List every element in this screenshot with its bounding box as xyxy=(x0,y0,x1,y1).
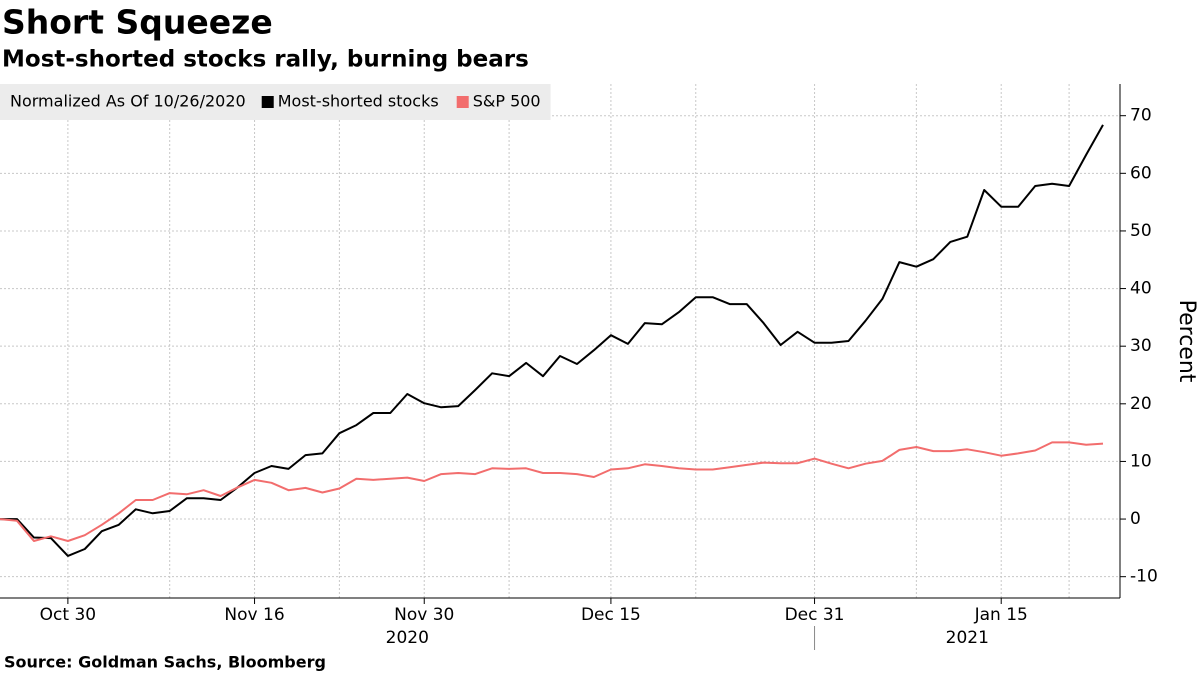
legend: Normalized As Of 10/26/2020 Most-shorted … xyxy=(0,84,551,120)
legend-label: S&P 500 xyxy=(473,92,541,111)
y-tick-label: 10 xyxy=(1130,451,1152,471)
y-tick-label: 20 xyxy=(1130,394,1152,414)
y-tick-label: 0 xyxy=(1130,509,1141,529)
legend-swatch xyxy=(261,96,274,108)
legend-swatch xyxy=(456,96,469,108)
series-line xyxy=(0,124,1104,557)
y-tick-label: 70 xyxy=(1130,106,1152,126)
source-note: Source: Goldman Sachs, Bloomberg xyxy=(4,653,326,672)
chart-title: Short Squeeze xyxy=(2,3,273,42)
year-label: 2021 xyxy=(946,628,989,648)
x-tick-label: Nov 16 xyxy=(224,605,284,625)
legend-title: Normalized As Of 10/26/2020 xyxy=(10,92,246,111)
y-axis-label: Percent xyxy=(1174,300,1199,383)
chart-subtitle: Most-shorted stocks rally, burning bears xyxy=(2,47,529,73)
series-line xyxy=(0,441,1104,542)
year-label: 2020 xyxy=(386,628,429,648)
x-tick-label: Nov 30 xyxy=(394,605,454,625)
x-tick-label: Dec 31 xyxy=(785,605,845,625)
x-tick-label: Dec 15 xyxy=(581,605,641,625)
legend-label: Most-shorted stocks xyxy=(278,92,439,111)
y-tick-label: 60 xyxy=(1130,163,1152,183)
x-tick-label: Jan 15 xyxy=(974,605,1028,625)
y-tick-label: 30 xyxy=(1130,336,1152,356)
x-tick-label: Oct 30 xyxy=(40,605,96,625)
y-tick-label: -10 xyxy=(1130,567,1158,587)
y-tick-label: 50 xyxy=(1130,221,1152,241)
y-tick-label: 40 xyxy=(1130,279,1152,299)
